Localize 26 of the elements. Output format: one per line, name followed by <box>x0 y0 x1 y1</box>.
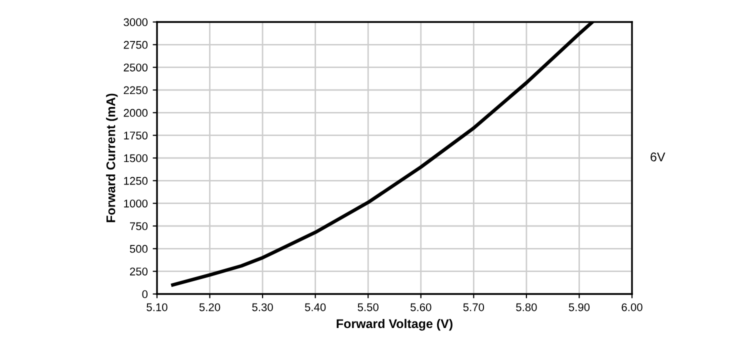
x-tick-label: 5.30 <box>252 303 273 312</box>
x-tick-label: 5.10 <box>146 303 168 312</box>
y-tick-label: 0 <box>142 290 148 298</box>
x-tick-label: 6.00 <box>622 303 642 312</box>
y-axis-title: Forward Current (mA) <box>106 94 118 222</box>
y-tick-label: 1500 <box>124 154 148 162</box>
y-tick-label: 750 <box>130 222 148 230</box>
x-tick-label: 5.90 <box>568 303 590 312</box>
x-tick-label: 5.80 <box>516 303 537 312</box>
x-tick-label: 5.40 <box>304 303 326 312</box>
x-axis-title: Forward Voltage (V) <box>336 318 452 331</box>
y-tick-label: 500 <box>130 244 148 253</box>
x-tick-label: 5.50 <box>358 303 378 312</box>
y-tick-label: 2000 <box>124 108 148 117</box>
text: 6V <box>650 152 666 162</box>
y-tick-label: 1000 <box>124 200 148 208</box>
y-tick-label: 2250 <box>124 86 148 94</box>
y-tick-label: 1750 <box>124 132 148 140</box>
y-tick-label: 1250 <box>124 176 148 185</box>
x-tick-label: 5.70 <box>463 303 484 312</box>
x-tick-label: 5.20 <box>199 303 220 312</box>
x-tick-label: 5.60 <box>410 303 432 312</box>
y-tick-label: 250 <box>130 268 148 276</box>
y-tick-label: 3000 <box>124 18 148 26</box>
y-tick-label: 2750 <box>124 40 148 49</box>
y-tick-label: 2500 <box>124 64 148 72</box>
